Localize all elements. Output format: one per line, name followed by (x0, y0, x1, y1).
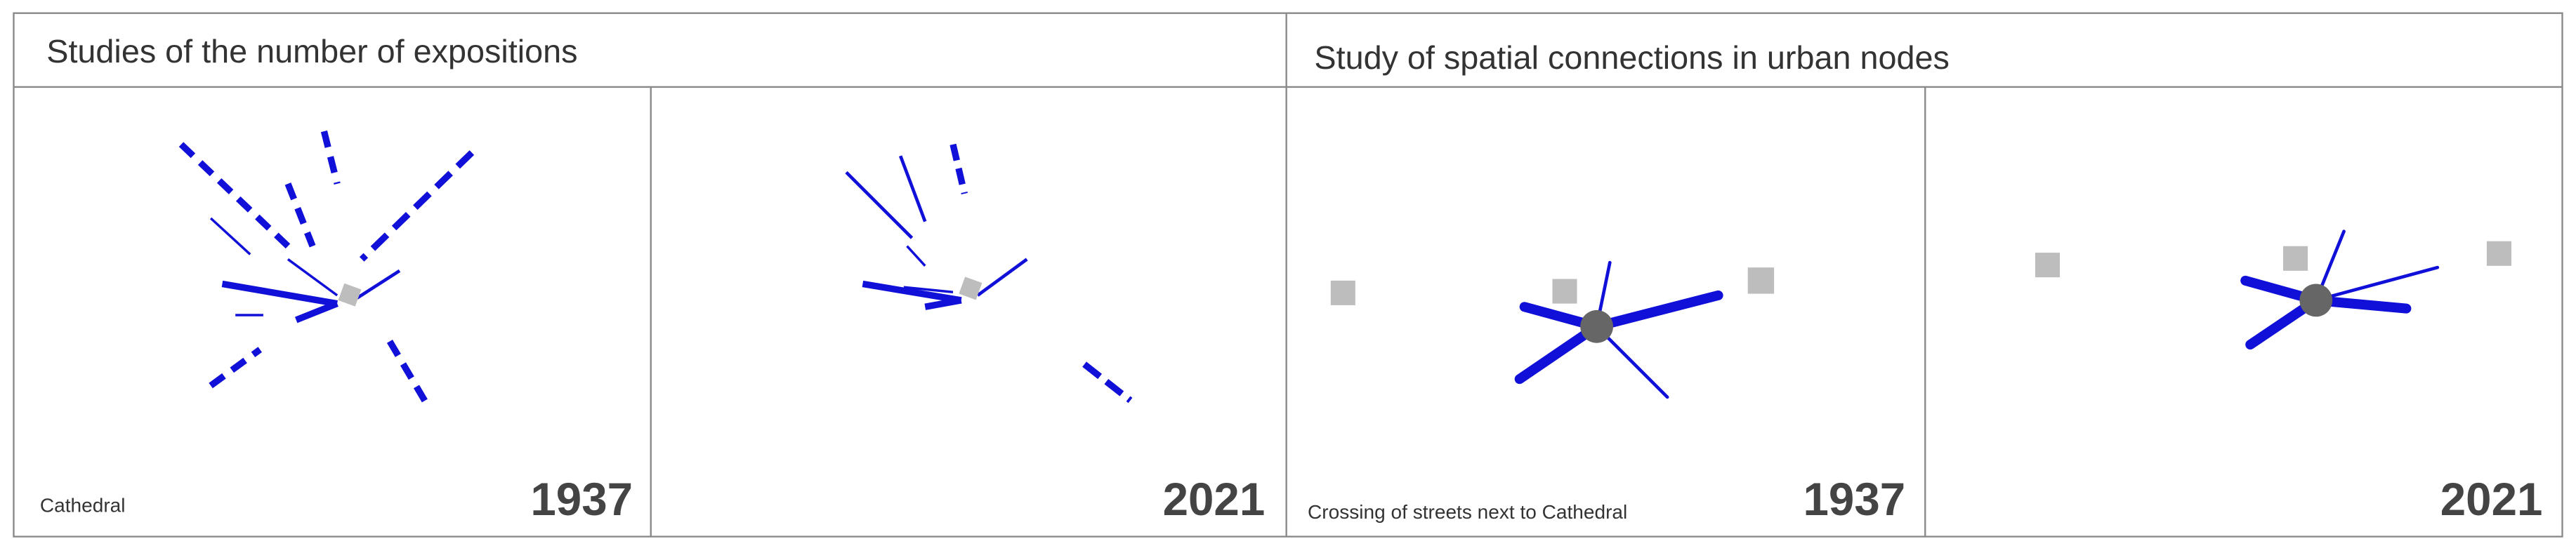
section-title: Studies of the number of expositions (46, 33, 577, 69)
panel-year: 1937 (530, 474, 633, 525)
panel-year: 2021 (1163, 474, 1266, 525)
panel-caption: Cathedral (40, 495, 126, 517)
connection-diagram-2021 (2035, 229, 2512, 350)
outer-border (13, 12, 2563, 538)
exposition-lines-1937 (178, 130, 475, 407)
panel-caption: Crossing of streets next to Cathedral (1308, 501, 1627, 523)
exposition-lines-2021 (845, 143, 1133, 404)
connection-diagram-1937 (1330, 260, 1775, 399)
section-title: Study of spatial connections in urban no… (1314, 39, 1949, 76)
panel-year: 2021 (2440, 474, 2543, 525)
panel-year: 1937 (1803, 474, 1906, 525)
